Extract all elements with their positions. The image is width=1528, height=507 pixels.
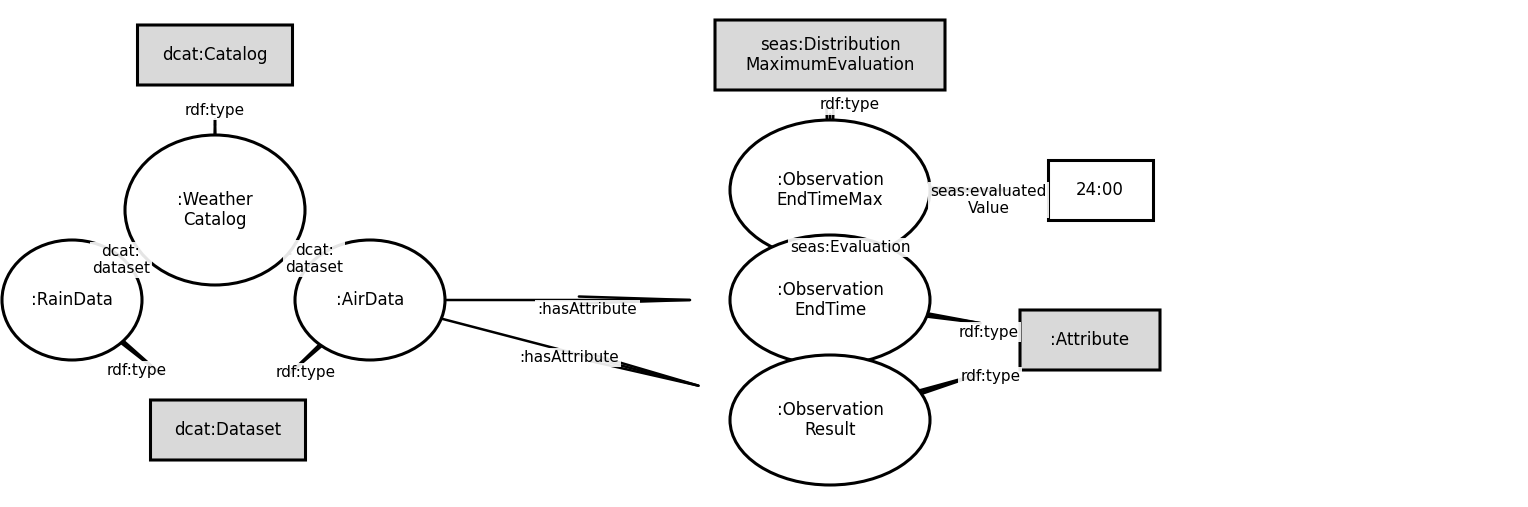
Text: seas:Distribution
MaximumEvaluation: seas:Distribution MaximumEvaluation (746, 35, 915, 75)
Ellipse shape (730, 235, 931, 365)
Text: rdf:type: rdf:type (107, 364, 167, 378)
Ellipse shape (125, 135, 306, 285)
Text: dcat:
dataset: dcat: dataset (92, 244, 150, 276)
Text: rdf:type: rdf:type (275, 365, 336, 380)
Text: 24:00: 24:00 (1076, 181, 1125, 199)
FancyBboxPatch shape (1048, 160, 1152, 220)
Text: :hasAttribute: :hasAttribute (520, 350, 619, 365)
Text: :Observation
EndTimeMax: :Observation EndTimeMax (776, 170, 883, 209)
Text: rdf:type: rdf:type (958, 324, 1019, 340)
Ellipse shape (2, 240, 142, 360)
Text: rdf:type: rdf:type (821, 97, 880, 113)
Text: dcat:Catalog: dcat:Catalog (162, 46, 267, 64)
FancyBboxPatch shape (150, 400, 306, 460)
Text: dcat:Dataset: dcat:Dataset (174, 421, 281, 439)
Text: :AirData: :AirData (336, 291, 403, 309)
Text: :Attribute: :Attribute (1050, 331, 1129, 349)
Text: :Observation
EndTime: :Observation EndTime (776, 280, 883, 319)
Ellipse shape (730, 120, 931, 260)
Text: :hasAttribute: :hasAttribute (538, 303, 637, 317)
FancyBboxPatch shape (1021, 310, 1160, 370)
FancyBboxPatch shape (715, 20, 944, 90)
Ellipse shape (730, 355, 931, 485)
Text: rdf:type: rdf:type (185, 102, 244, 118)
Text: dcat:
dataset: dcat: dataset (286, 243, 344, 275)
Text: :Weather
Catalog: :Weather Catalog (177, 191, 252, 229)
Text: :Observation
Result: :Observation Result (776, 401, 883, 440)
Text: seas:evaluated
Value: seas:evaluated Value (931, 184, 1047, 216)
Text: seas:Evaluation: seas:Evaluation (790, 240, 911, 255)
Ellipse shape (295, 240, 445, 360)
Text: :RainData: :RainData (31, 291, 113, 309)
FancyBboxPatch shape (138, 25, 292, 85)
Text: rdf:type: rdf:type (960, 370, 1021, 384)
